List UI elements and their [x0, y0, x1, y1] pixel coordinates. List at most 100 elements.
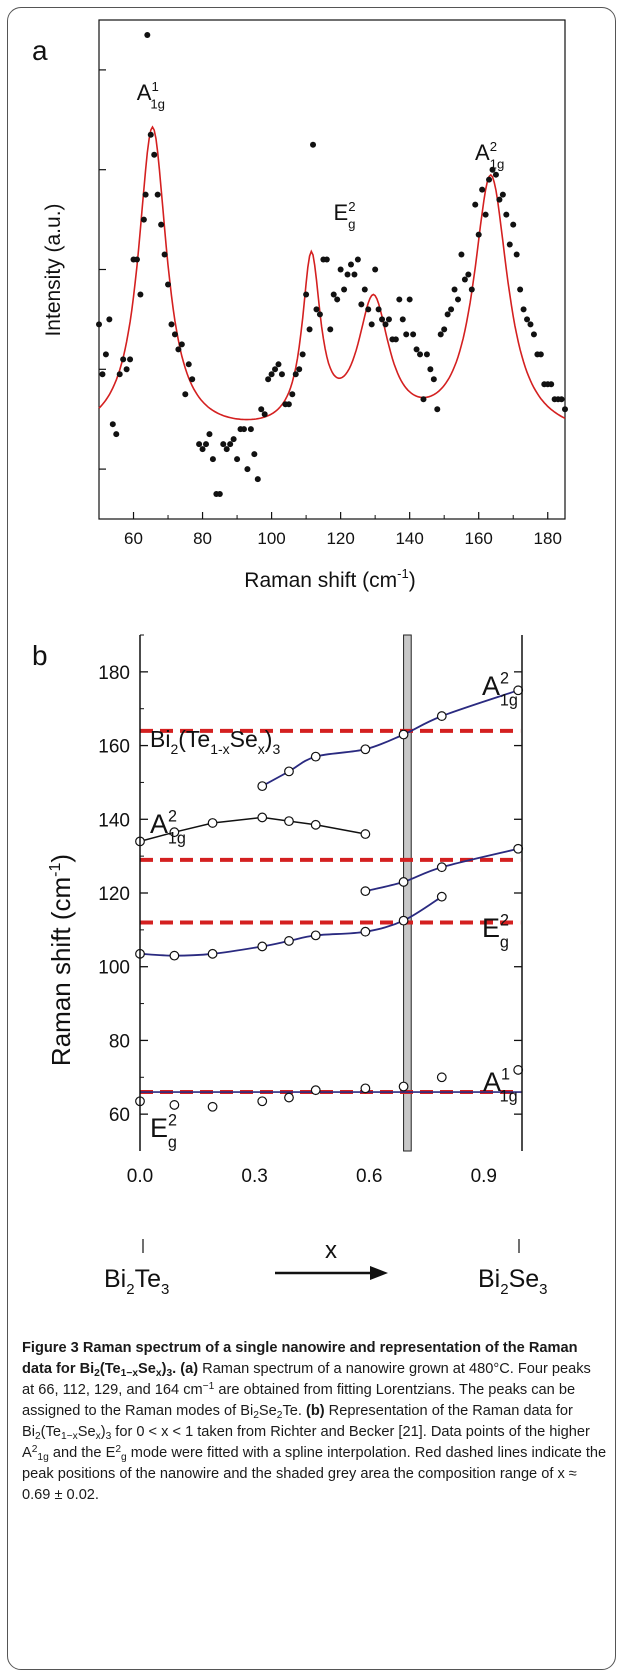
x-tick-label-b: 0.6 — [356, 1166, 382, 1187]
data-point — [196, 441, 203, 448]
data-point — [272, 366, 279, 373]
data-point — [227, 441, 234, 448]
data-point — [296, 366, 303, 373]
data-point — [257, 1096, 268, 1107]
data-point — [530, 331, 537, 338]
data-point — [140, 216, 147, 223]
data-point — [520, 306, 527, 313]
left-compound-label: Bi2Te3 — [104, 1265, 169, 1298]
caption-text-a: Raman spectrum of a nanowire grown at 48… — [22, 1361, 591, 1422]
data-point — [178, 341, 185, 348]
data-point — [513, 843, 524, 854]
formula-label: Bi2(Te1-xSex)3 — [150, 726, 280, 757]
mode-label-right-mid: E2 g — [482, 912, 509, 952]
data-point — [548, 381, 555, 388]
data-point — [368, 321, 375, 328]
data-point — [398, 1081, 409, 1092]
data-point — [284, 766, 294, 777]
data-point — [123, 366, 130, 373]
data-point — [420, 396, 427, 403]
data-point — [398, 729, 409, 740]
data-point — [207, 1101, 218, 1112]
data-point — [258, 406, 265, 413]
data-point — [461, 276, 468, 283]
axes-b: 60 80 100 120 140 160 180 0.0 0.3 0.6 0.9 — [98, 634, 523, 1187]
data-point — [524, 316, 531, 323]
data-point — [410, 331, 417, 338]
y-tick-label-b: 160 — [98, 737, 130, 758]
data-point — [223, 446, 230, 453]
caption-title: Figure 3 Raman spectrum of a single nano… — [22, 1340, 578, 1380]
data-point — [396, 296, 403, 303]
data-point — [360, 1083, 371, 1094]
x-tick-label-b: 0.9 — [471, 1166, 497, 1187]
data-point — [510, 221, 517, 228]
data-point — [142, 191, 149, 198]
peak-labels-a: A1 1g E2 g A2 1g — [137, 79, 505, 232]
data-point — [169, 1100, 180, 1110]
data-point — [299, 351, 306, 358]
data-point — [436, 711, 447, 721]
data-point — [436, 862, 447, 873]
data-point — [392, 336, 399, 343]
data-point — [207, 948, 218, 959]
mode-label-right-top: A2 1g — [482, 670, 518, 710]
y-tick-label-b: 80 — [109, 1031, 130, 1052]
data-point — [492, 171, 499, 178]
data-point — [234, 456, 241, 463]
spline-fit-line — [139, 895, 443, 957]
data-point — [169, 950, 180, 961]
peak-label: A2 1g — [475, 139, 504, 172]
data-point — [517, 286, 524, 293]
x-tick-label-a: 60 — [124, 529, 143, 548]
data-point — [417, 351, 424, 358]
data-point — [436, 1072, 447, 1083]
data-point — [284, 816, 294, 827]
data-point — [537, 351, 544, 358]
data-point — [292, 371, 299, 378]
data-point — [220, 441, 227, 448]
data-point — [102, 351, 109, 358]
data-point — [247, 426, 254, 433]
data-point — [171, 331, 178, 338]
data-point — [158, 221, 165, 228]
data-point — [458, 251, 465, 258]
data-point — [365, 306, 372, 313]
caption-text-b: Representation of the Raman data for Bi2… — [22, 1403, 607, 1503]
data-point — [165, 281, 172, 288]
data-point — [206, 431, 213, 438]
data-point — [168, 321, 175, 328]
data-point — [486, 176, 493, 183]
data-point — [347, 261, 354, 268]
mode-label-right-low: A1 1g — [483, 1066, 518, 1106]
data-point — [436, 891, 447, 902]
data-point — [358, 301, 365, 308]
data-point — [185, 361, 192, 368]
data-point — [379, 316, 386, 323]
data-point — [257, 941, 268, 952]
data-point — [354, 256, 361, 263]
data-point — [257, 812, 268, 823]
spline-fit-line — [261, 689, 519, 787]
data-point — [434, 406, 441, 413]
data-point — [360, 926, 371, 937]
data-point — [244, 466, 251, 473]
data-point — [240, 426, 247, 433]
data-point — [327, 326, 334, 333]
data-point — [116, 371, 123, 378]
y-tick-label-b: 180 — [98, 663, 130, 684]
composition-range-band — [403, 634, 412, 1152]
data-point — [468, 286, 475, 293]
data-point — [562, 406, 568, 413]
data-point — [230, 436, 237, 443]
x-tick-label-a: 100 — [257, 529, 285, 548]
data-point — [513, 1065, 524, 1075]
x-tick-label-b: 0.0 — [127, 1166, 153, 1187]
data-point — [360, 886, 371, 897]
data-point — [133, 256, 140, 263]
data-point — [423, 351, 430, 358]
data-point — [451, 286, 458, 293]
data-point — [406, 296, 413, 303]
data-point — [506, 241, 513, 248]
data-point — [375, 306, 382, 313]
